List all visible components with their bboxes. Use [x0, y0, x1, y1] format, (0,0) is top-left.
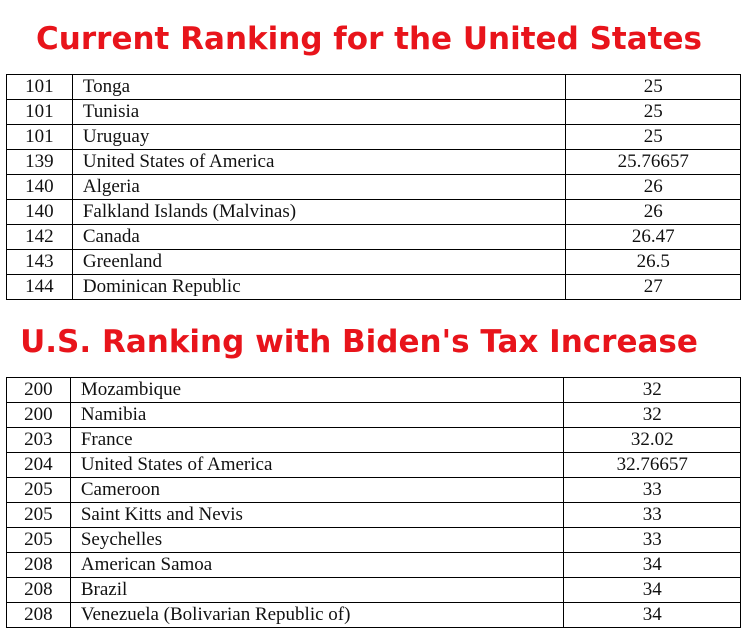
- value-cell: 26.47: [565, 224, 741, 250]
- country-cell: Brazil: [69, 577, 565, 603]
- value-cell: 25: [565, 74, 741, 100]
- rank-cell: 200: [6, 377, 71, 403]
- country-cell: Namibia: [69, 402, 565, 428]
- table-row: 140 Algeria 26: [6, 174, 741, 200]
- country-cell: Algeria: [71, 174, 567, 200]
- value-cell: 34: [563, 552, 741, 578]
- table-row: 205 Saint Kitts and Nevis 33: [6, 502, 741, 528]
- rank-cell: 140: [6, 174, 73, 200]
- rank-cell: 200: [6, 402, 71, 428]
- table-row: 101 Tunisia 25: [6, 99, 741, 125]
- rank-cell: 205: [6, 527, 71, 553]
- table-row: 208 Venezuela (Bolivarian Republic of) 34: [6, 602, 741, 628]
- table-row: 208 American Samoa 34: [6, 552, 741, 578]
- current-ranking-heading: Current Ranking for the United States: [36, 21, 702, 57]
- value-cell: 25.76657: [565, 149, 741, 175]
- rank-cell: 142: [6, 224, 73, 250]
- country-cell: United States of America: [71, 149, 567, 175]
- value-cell: 26: [565, 199, 741, 225]
- proposed-ranking-table: 200 Mozambique 32 200 Namibia 32 203 France 32.0…: [6, 377, 741, 628]
- rank-cell: 101: [6, 99, 73, 125]
- table-row: 144 Dominican Republic 27: [6, 274, 741, 300]
- value-cell: 32.02: [563, 427, 741, 453]
- value-cell: 32.76657: [563, 452, 741, 478]
- country-cell: France: [69, 427, 565, 453]
- country-cell: Canada: [71, 224, 567, 250]
- rank-cell: 143: [6, 249, 73, 275]
- value-cell: 26.5: [565, 249, 741, 275]
- value-cell: 33: [563, 527, 741, 553]
- table-row: 140 Falkland Islands (Malvinas) 26: [6, 199, 741, 225]
- rank-cell: 208: [6, 577, 71, 603]
- value-cell: 33: [563, 477, 741, 503]
- value-cell: 25: [565, 99, 741, 125]
- country-cell: Uruguay: [71, 124, 567, 150]
- country-cell: Greenland: [71, 249, 567, 275]
- country-cell: Tonga: [71, 74, 567, 100]
- value-cell: 27: [565, 274, 741, 300]
- table-row: 139 United States of America 25.76657: [6, 149, 741, 175]
- table-row: 200 Mozambique 32: [6, 377, 741, 403]
- value-cell: 33: [563, 502, 741, 528]
- rank-cell: 208: [6, 552, 71, 578]
- table-row: 208 Brazil 34: [6, 577, 741, 603]
- value-cell: 26: [565, 174, 741, 200]
- table-row: 101 Uruguay 25: [6, 124, 741, 150]
- value-cell: 25: [565, 124, 741, 150]
- country-cell: Saint Kitts and Nevis: [69, 502, 565, 528]
- value-cell: 34: [563, 602, 741, 628]
- rank-cell: 144: [6, 274, 73, 300]
- country-cell: Venezuela (Bolivarian Republic of): [69, 602, 565, 628]
- proposed-ranking-heading: U.S. Ranking with Biden's Tax Increase: [20, 324, 698, 360]
- country-cell: Seychelles: [69, 527, 565, 553]
- table-row: 204 United States of America 32.76657: [6, 452, 741, 478]
- country-cell: American Samoa: [69, 552, 565, 578]
- country-cell: Falkland Islands (Malvinas): [71, 199, 567, 225]
- rank-cell: 101: [6, 124, 73, 150]
- value-cell: 32: [563, 402, 741, 428]
- country-cell: Tunisia: [71, 99, 567, 125]
- current-ranking-table: 101 Tonga 25 101 Tunisia 25 101 Uruguay 25 139 Uni…: [6, 74, 741, 300]
- rank-cell: 203: [6, 427, 71, 453]
- table-row: 205 Seychelles 33: [6, 527, 741, 553]
- table-row: 200 Namibia 32: [6, 402, 741, 428]
- table-row: 142 Canada 26.47: [6, 224, 741, 250]
- table-row: 143 Greenland 26.5: [6, 249, 741, 275]
- table-row: 101 Tonga 25: [6, 74, 741, 100]
- rank-cell: 139: [6, 149, 73, 175]
- rank-cell: 140: [6, 199, 73, 225]
- value-cell: 34: [563, 577, 741, 603]
- country-cell: Cameroon: [69, 477, 565, 503]
- country-cell: United States of America: [69, 452, 565, 478]
- rank-cell: 205: [6, 502, 71, 528]
- rank-cell: 101: [6, 74, 73, 100]
- rank-cell: 205: [6, 477, 71, 503]
- table-row: 203 France 32.02: [6, 427, 741, 453]
- table-row: 205 Cameroon 33: [6, 477, 741, 503]
- rank-cell: 204: [6, 452, 71, 478]
- rank-cell: 208: [6, 602, 71, 628]
- country-cell: Dominican Republic: [71, 274, 567, 300]
- country-cell: Mozambique: [69, 377, 565, 403]
- value-cell: 32: [563, 377, 741, 403]
